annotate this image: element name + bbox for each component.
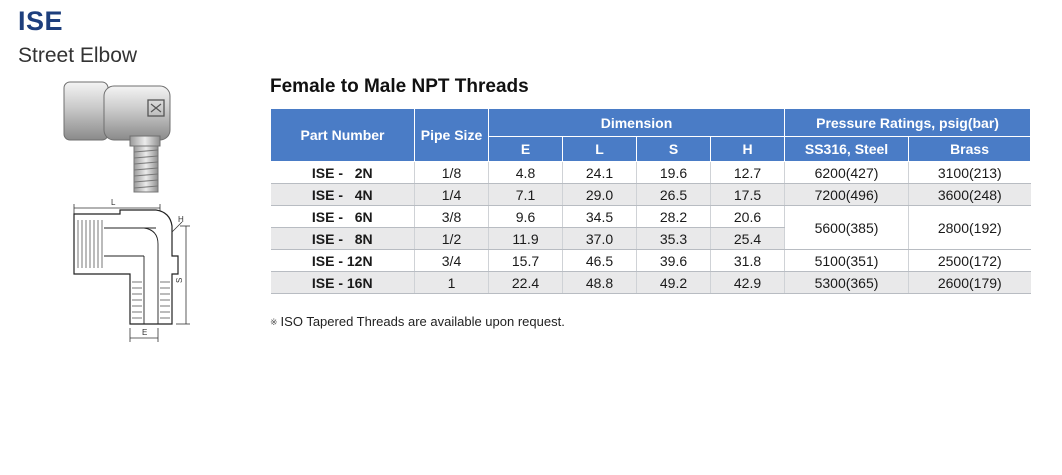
pressure-ss316: 7200(496)	[784, 183, 909, 206]
part-number: ISE - 6N	[270, 205, 415, 228]
table-row: ISE - 12N 3/4 15.7 46.5 39.6 31.8 5100(3…	[270, 249, 1031, 272]
part-number: ISE - 8N	[270, 227, 415, 250]
dim-h: 20.6	[709, 205, 785, 228]
header-dimension: Dimension	[487, 108, 786, 137]
pipe-size: 1/4	[414, 183, 489, 206]
footnote: ※ ISO Tapered Threads are available upon …	[270, 314, 565, 329]
header-dim-h: H	[709, 136, 786, 162]
label-H: H	[178, 215, 184, 224]
dim-l: 34.5	[562, 205, 637, 228]
dim-s: 28.2	[636, 205, 711, 228]
part-number: ISE - 12N	[270, 249, 415, 272]
pipe-size: 3/4	[414, 249, 489, 272]
pipe-size: 1/2	[414, 227, 489, 250]
street-elbow-photo	[63, 81, 171, 193]
dim-h: 17.5	[709, 183, 785, 206]
dim-e: 11.9	[488, 227, 563, 250]
pressure-brass: 3100(213)	[908, 161, 1031, 184]
pressure-brass: 2800(192)	[908, 205, 1031, 250]
table-title: Female to Male NPT Threads	[270, 76, 529, 97]
pressure-ss316: 6200(427)	[784, 161, 909, 184]
dim-h: 31.8	[709, 249, 785, 272]
table-row: ISE - 8N 1/2 11.9 37.0 35.3 25.4	[270, 227, 1031, 250]
dim-l: 29.0	[562, 183, 637, 206]
table-row: ISE - 16N 1 22.4 48.8 49.2 42.9 5300(365…	[270, 271, 1031, 294]
header-ss316: SS316, Steel	[784, 136, 910, 162]
dim-h: 25.4	[709, 227, 785, 250]
dim-s: 35.3	[636, 227, 711, 250]
dim-e: 4.8	[488, 161, 563, 184]
pressure-brass: 2600(179)	[908, 271, 1031, 294]
dimension-drawing: L H S E	[73, 198, 190, 342]
pipe-size: 1	[414, 271, 489, 294]
dim-s: 49.2	[636, 271, 711, 294]
pressure-ss316: 5100(351)	[784, 249, 909, 272]
dim-l: 37.0	[562, 227, 637, 250]
label-E: E	[142, 328, 147, 337]
header-dim-s: S	[636, 136, 711, 162]
dim-l: 48.8	[562, 271, 637, 294]
header-dim-l: L	[562, 136, 637, 162]
dim-s: 19.6	[636, 161, 711, 184]
footnote-mark: ※	[270, 317, 278, 327]
dim-s: 26.5	[636, 183, 711, 206]
dim-h: 12.7	[709, 161, 785, 184]
table-row: ISE - 4N 1/4 7.1 29.0 26.5 17.5 7200(496…	[270, 183, 1031, 206]
dim-e: 9.6	[488, 205, 563, 228]
part-number: ISE - 4N	[270, 183, 415, 206]
pipe-size: 3/8	[414, 205, 489, 228]
dim-l: 24.1	[562, 161, 637, 184]
part-number: ISE - 16N	[270, 271, 415, 294]
pressure-ss316: 5300(365)	[784, 271, 909, 294]
dim-h: 42.9	[709, 271, 785, 294]
table-row: ISE - 2N 1/8 4.8 24.1 19.6 12.7 6200(427…	[270, 161, 1031, 184]
pressure-brass: 2500(172)	[908, 249, 1031, 272]
product-name: Street Elbow	[18, 44, 138, 67]
label-S: S	[175, 278, 184, 283]
header-pressure: Pressure Ratings, psig(bar)	[784, 108, 1032, 137]
header-part-number: Part Number	[270, 108, 415, 162]
header-dim-e: E	[488, 136, 563, 162]
pipe-size: 1/8	[414, 161, 489, 184]
header-brass: Brass	[908, 136, 1032, 162]
dim-e: 22.4	[488, 271, 563, 294]
dim-s: 39.6	[636, 249, 711, 272]
label-L: L	[111, 198, 116, 207]
pressure-brass: 3600(248)	[908, 183, 1031, 206]
footnote-text: ISO Tapered Threads are available upon r…	[280, 314, 565, 329]
pressure-ss316: 5600(385)	[784, 205, 909, 250]
dim-l: 46.5	[562, 249, 637, 272]
spec-table: Part Number Pipe Size Dimension Pressure…	[270, 108, 1032, 294]
table-row: ISE - 6N 3/8 9.6 34.5 28.2 20.6 5600(385…	[270, 205, 1031, 250]
dim-e: 7.1	[488, 183, 563, 206]
dim-e: 15.7	[488, 249, 563, 272]
part-number: ISE - 2N	[270, 161, 415, 184]
header-pipe-size: Pipe Size	[414, 108, 489, 162]
product-code: ISE	[18, 6, 64, 36]
